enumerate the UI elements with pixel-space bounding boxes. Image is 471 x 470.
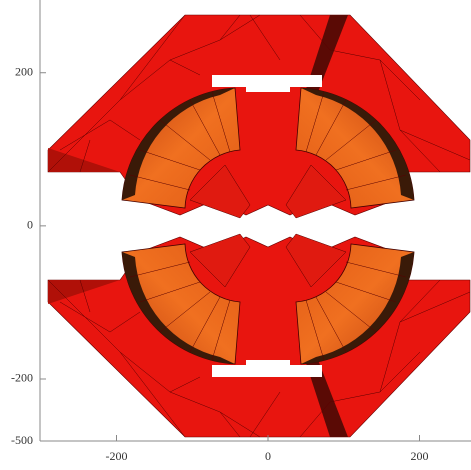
y-tick-label: 0: [27, 218, 33, 232]
corner-label: -500: [11, 433, 33, 447]
chart: -500 -200 0 200 200 0 -200: [0, 0, 471, 465]
x-tick-label: 200: [410, 449, 428, 463]
magnet-render: [48, 15, 470, 437]
x-tick-label: 0: [265, 449, 271, 463]
y-tick-label: 200: [15, 64, 33, 78]
magnet-top-half: [48, 15, 470, 218]
y-tick-label: -200: [11, 371, 33, 385]
x-tick-label: -200: [106, 449, 128, 463]
